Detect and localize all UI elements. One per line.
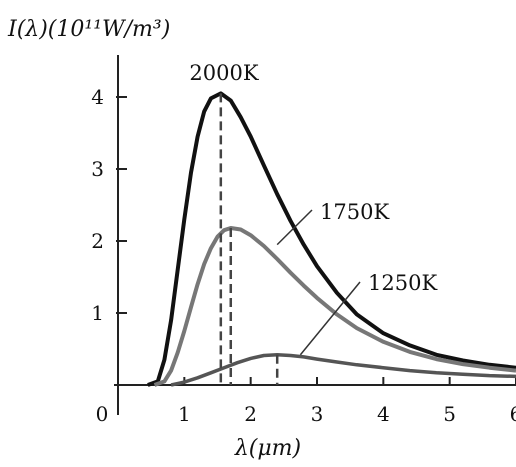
ticks: 1 2 3 4 0 1 2 3 4 5 6: [91, 85, 516, 426]
x-tick-label: 6: [510, 402, 516, 426]
curve-1750k: [153, 226, 516, 387]
y-tick-label: 1: [91, 301, 104, 325]
y-axis-label: I(λ)(10¹¹W/m³): [7, 17, 170, 42]
y-tick-label: 3: [91, 157, 104, 181]
x-tick-label: 4: [377, 402, 390, 426]
curve-1250k: [170, 353, 516, 387]
annotations: 2000K 1750K 1250K: [189, 61, 437, 356]
x-axis-label: λ(μm): [234, 436, 301, 461]
label-1250k: 1250K: [368, 271, 437, 295]
x-tick-label: 2: [244, 402, 257, 426]
plot-area: [147, 91, 516, 387]
curve-2000k: [147, 91, 516, 387]
x-tick-label: 5: [443, 402, 456, 426]
leader-line-1750k: [276, 209, 313, 246]
y-tick-label: 4: [91, 85, 104, 109]
x-tick-label: 1: [178, 402, 191, 426]
x-tick-label: 0: [96, 402, 109, 426]
x-tick-label: 3: [311, 402, 324, 426]
y-tick-label: 2: [91, 229, 104, 253]
label-1750k: 1750K: [320, 200, 389, 224]
label-2000k: 2000K: [189, 61, 258, 85]
leader-line-1250k: [299, 281, 361, 356]
